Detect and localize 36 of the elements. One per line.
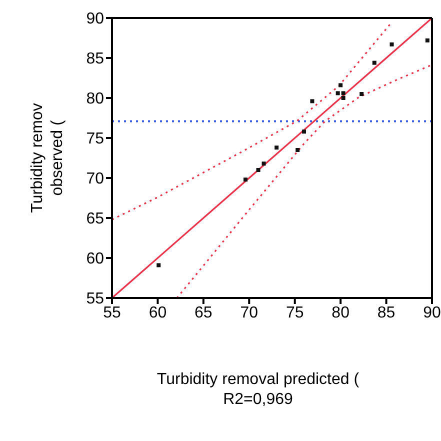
x-tick-label: 80	[332, 304, 350, 322]
point	[274, 146, 279, 150]
point	[425, 38, 430, 42]
x-tick-label: 60	[148, 304, 167, 322]
x-tick-label: 90	[423, 304, 441, 322]
point	[156, 263, 161, 268]
point	[302, 130, 306, 134]
x-axis-title: Turbidity removal predicted ( R2=0,969	[156, 370, 360, 410]
x-tick-label: 70	[240, 304, 258, 322]
point	[338, 83, 343, 88]
y-tick-label: 75	[86, 130, 104, 148]
point	[341, 96, 346, 100]
x-tick-label: 75	[286, 304, 304, 322]
point	[390, 42, 394, 46]
point	[243, 178, 248, 182]
y-tick-label: 65	[86, 210, 104, 228]
y-tick-label: 60	[86, 250, 104, 268]
x-tick-label: 85	[377, 304, 396, 322]
y-tick-label: 85	[86, 50, 104, 68]
y-tick-label: 70	[86, 170, 104, 188]
point	[372, 60, 376, 65]
y-tick-label: 80	[86, 90, 104, 108]
point	[256, 168, 260, 172]
line-series	[112, 24, 391, 220]
y-tick-label: 90	[86, 10, 104, 28]
point	[310, 99, 314, 104]
point	[262, 162, 266, 166]
x-tick-label: 55	[103, 304, 121, 322]
x-tick-label: 65	[194, 304, 212, 322]
line-series	[176, 64, 432, 298]
point	[296, 148, 300, 152]
point	[360, 92, 364, 96]
point	[341, 91, 346, 96]
y-axis-title: Turbidity remov observed (	[28, 102, 67, 215]
point	[336, 91, 340, 96]
y-tick-label: 55	[86, 290, 104, 308]
